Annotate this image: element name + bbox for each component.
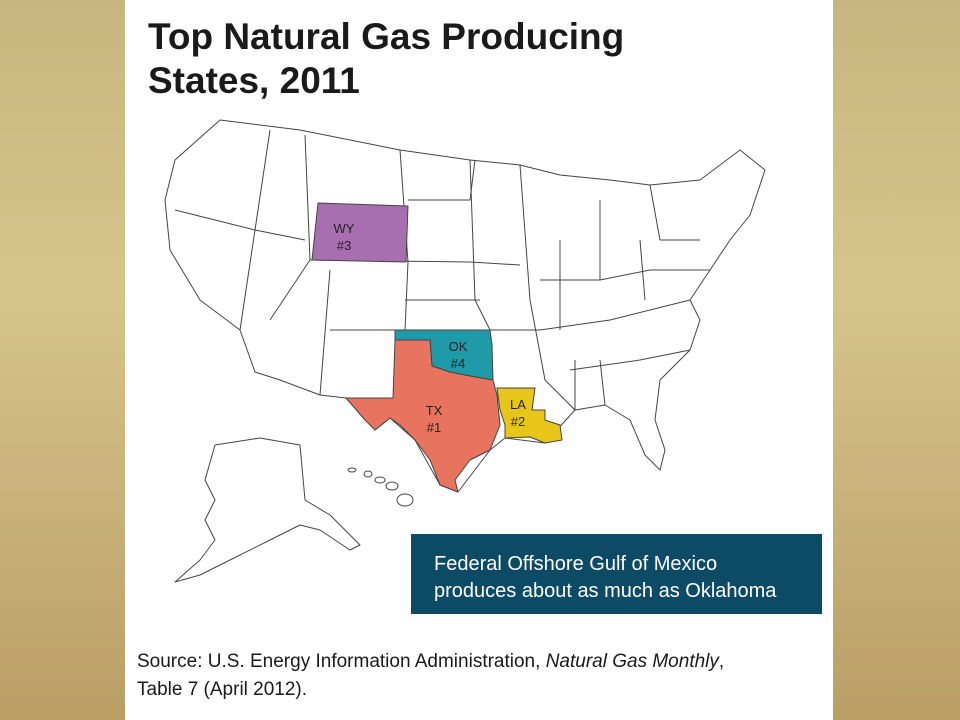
source-line: Source: U.S. Energy Information Administ… <box>137 652 724 671</box>
callout-box <box>411 534 822 614</box>
state-rank: #4 <box>451 356 465 371</box>
source-line: Table 7 (April 2012). <box>137 679 308 700</box>
state-la <box>496 387 563 444</box>
state-rank: #2 <box>511 414 525 429</box>
callout-line: produces about as much as Oklahoma <box>434 580 777 602</box>
alaska <box>174 437 361 583</box>
source-publication: Natural Gas Monthly <box>545 651 719 672</box>
source-comma: , <box>718 651 725 672</box>
title-line: States, 2011 <box>148 60 360 101</box>
state-abbr: WY <box>334 221 355 236</box>
state-borders <box>174 129 710 411</box>
state-rank: #3 <box>337 238 351 253</box>
state-abbr: LA <box>510 397 526 412</box>
title-line: Top Natural Gas Producing <box>148 16 625 57</box>
source-prefix: Source: U.S. Energy Information Administ… <box>137 651 541 672</box>
callout-line: Federal Offshore Gulf of Mexico <box>434 553 717 575</box>
state-abbr: OK <box>449 339 468 354</box>
state-wy <box>311 202 409 263</box>
state-tx <box>345 339 501 493</box>
state-rank: #1 <box>427 420 441 435</box>
hawaii <box>347 467 414 507</box>
state-abbr: TX <box>426 403 443 418</box>
